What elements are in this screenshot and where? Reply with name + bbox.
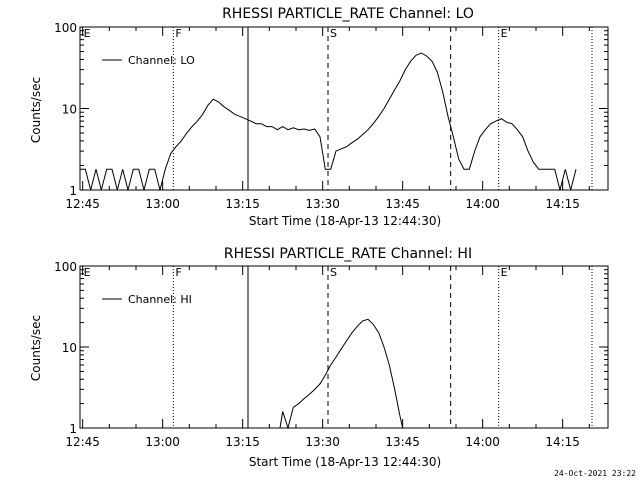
x-tick-label-lo: 14:15 <box>545 197 580 211</box>
x-tick-label-hi: 13:30 <box>305 435 340 449</box>
x-tick-label-hi: 14:15 <box>545 435 580 449</box>
x-tick-label-lo: 13:00 <box>145 197 180 211</box>
x-tick-label-lo: 13:45 <box>385 197 420 211</box>
panel-lo: RHESSI PARTICLE_RATE Channel: LO Counts/… <box>29 6 609 228</box>
series-line-lo <box>80 52 577 191</box>
plot-area-hi: 1 10 100 12:45 13:00 13:15 13:30 13:45 14:00 14:1… <box>54 260 609 449</box>
event-annotation-hi: S <box>330 266 337 279</box>
y-tick-label-hi: 10 <box>62 341 77 355</box>
plot-area-lo: 1 10 100 12:45 13:00 13:15 13:30 13:45 14:00 14:1… <box>54 21 609 211</box>
event-annotation-lo: E <box>501 27 508 40</box>
footer-timestamp: 24-Oct-2021 23:22 <box>554 469 636 478</box>
x-tick-label-hi: 12:45 <box>65 435 100 449</box>
event-annotation-hi: E <box>501 266 508 279</box>
x-tick-label-hi: 13:00 <box>145 435 180 449</box>
chart-title-hi: RHESSI PARTICLE_RATE Channel: HI <box>224 246 472 262</box>
x-tick-label-hi: 14:00 <box>465 435 500 449</box>
y-tick-label-lo: 1 <box>69 184 77 198</box>
event-annotation-lo: F <box>175 27 181 40</box>
y-tick-label-hi: 1 <box>69 422 77 436</box>
x-tick-label-lo: 13:30 <box>305 197 340 211</box>
chart-title-lo: RHESSI PARTICLE_RATE Channel: LO <box>222 6 474 22</box>
series-line-hi <box>279 318 404 430</box>
y-axis-label-lo: Counts/sec <box>29 77 43 143</box>
legend-label-hi: Channel: HI <box>128 293 192 306</box>
y-axis-label-hi: Counts/sec <box>29 315 43 381</box>
event-annotation-hi: E <box>84 266 91 279</box>
plot-frame-hi <box>79 265 609 429</box>
y-tick-label-lo: 100 <box>54 21 77 35</box>
panel-hi: RHESSI PARTICLE_RATE Channel: HI Counts/… <box>29 246 609 469</box>
x-axis-label-hi: Start Time (18-Apr-13 12:44:30) <box>249 455 441 469</box>
x-tick-label-hi: 13:15 <box>225 435 260 449</box>
event-annotation-lo: E <box>84 27 91 40</box>
legend-label-lo: Channel: LO <box>128 54 195 67</box>
x-axis-label-lo: Start Time (18-Apr-13 12:44:30) <box>249 214 441 228</box>
x-tick-label-hi: 13:45 <box>385 435 420 449</box>
x-tick-label-lo: 14:00 <box>465 197 500 211</box>
plot-frame-lo <box>79 26 609 191</box>
y-tick-label-lo: 10 <box>62 103 77 117</box>
y-tick-label-hi: 100 <box>54 260 77 274</box>
event-annotation-hi: F <box>175 266 181 279</box>
event-annotation-lo: S <box>330 27 337 40</box>
x-tick-label-lo: 13:15 <box>225 197 260 211</box>
x-tick-label-lo: 12:45 <box>65 197 100 211</box>
